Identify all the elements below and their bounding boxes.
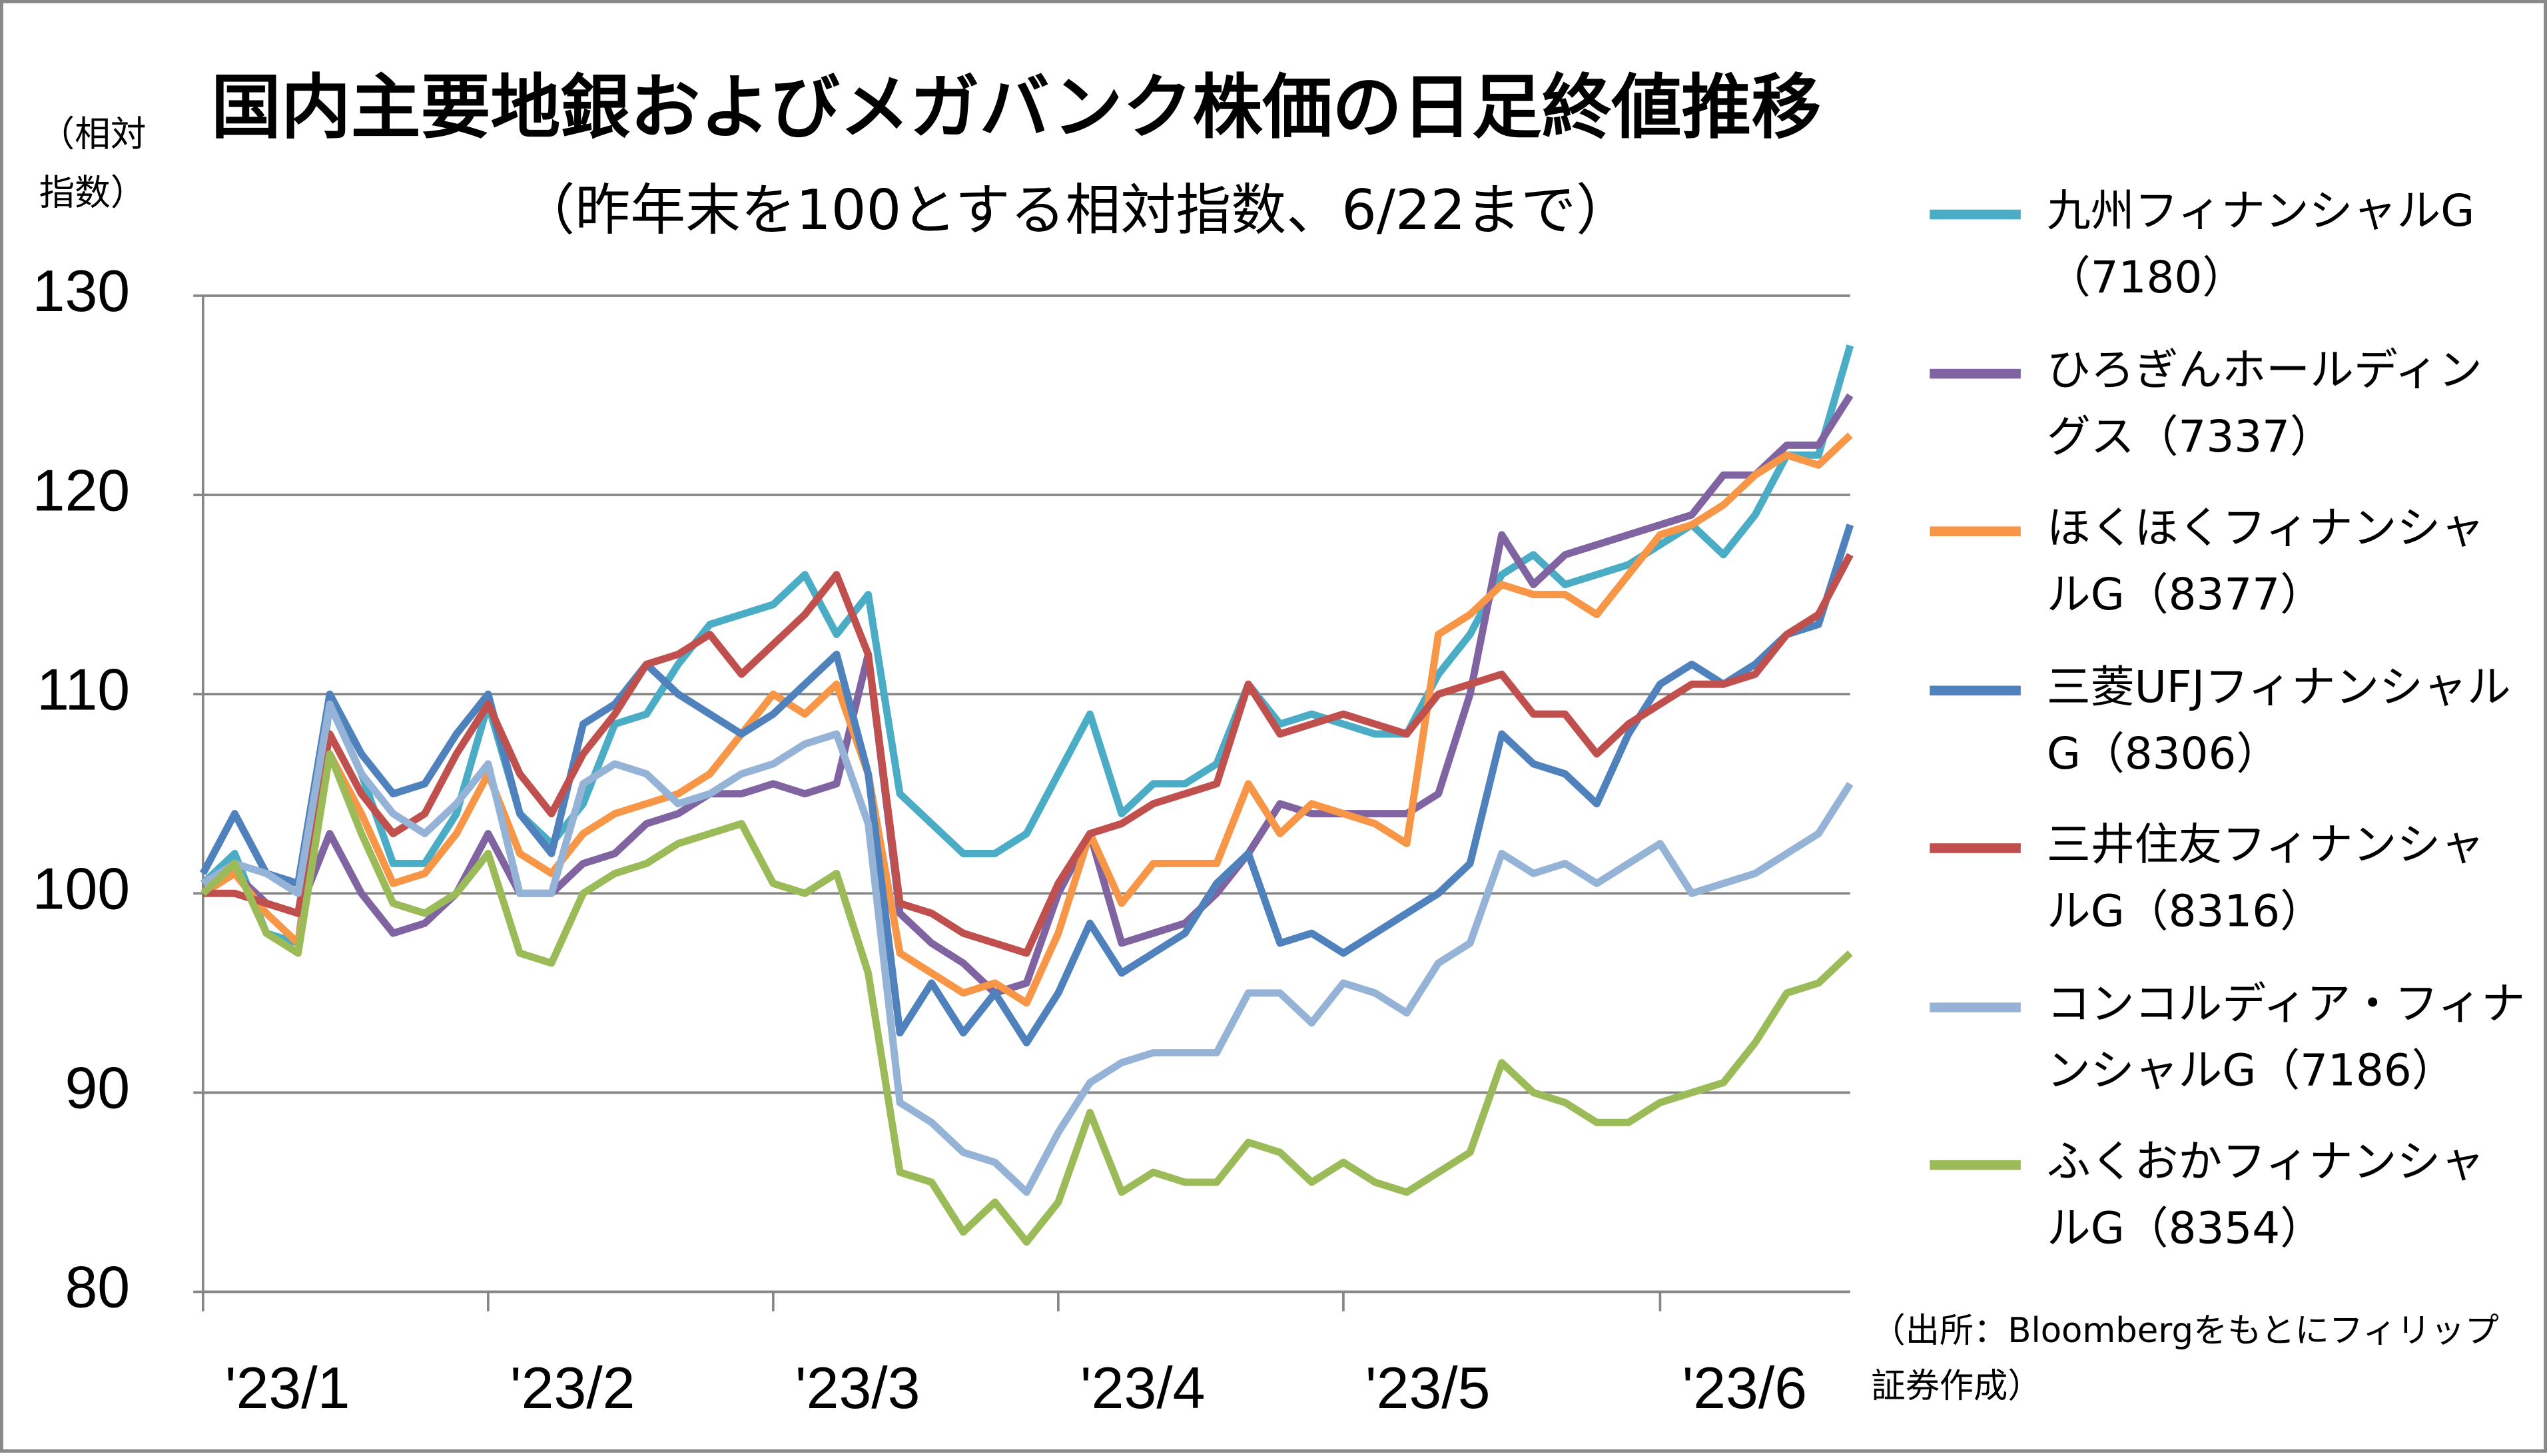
chart-title: 国内主要地銀およびメガバンク株価の日足終値推移 xyxy=(211,68,1822,150)
y-tick-label: 80 xyxy=(65,1255,130,1320)
legend-item: 三菱UFJフィナンシャルG（8306） xyxy=(1930,654,2539,813)
y-tick-label: 90 xyxy=(65,1056,130,1121)
legend-label: ほくほくフィナンシャルG（8377） xyxy=(2046,504,2485,621)
x-tick-label: '23/4 xyxy=(1080,1355,1206,1421)
y-tick-label: 100 xyxy=(33,856,130,921)
series-line xyxy=(200,432,1853,1007)
legend-swatch xyxy=(1930,1002,2021,1012)
legend: 九州フィナンシャルG（7180） ひろぎんホールディングス（7337） ほくほくフィ… xyxy=(1930,179,2539,1287)
y-tick-label: 120 xyxy=(33,458,130,523)
legend-label: 九州フィナンシャルG（7180） xyxy=(2046,186,2475,304)
chart: 80 90 100 110 120 130 '23/1 '23/2 '23/3 '23/4 '23/… xyxy=(33,258,1854,1421)
x-tick-label: '23/2 xyxy=(510,1355,635,1421)
series-line xyxy=(202,553,1854,957)
chart-subtitle: （昨年末を100とする相対指数、6/22まで） xyxy=(520,179,1632,244)
series-line xyxy=(200,700,1854,1196)
legend-label: ふくおかフィナンシャルG（8354） xyxy=(2046,1137,2485,1255)
legend-label: 三菱UFJフィナンシャルG（8306） xyxy=(2046,662,2511,779)
legend-item: コンコルディア・フィナンシャルG（7186） xyxy=(1930,971,2539,1130)
y-tick-label: 130 xyxy=(33,258,130,324)
series-line xyxy=(200,524,1854,1047)
legend-item: ほくほくフィナンシャルG（8377） xyxy=(1930,496,2539,654)
legend-swatch xyxy=(1930,843,2021,853)
legend-swatch xyxy=(1930,209,2021,220)
series-line xyxy=(202,393,1854,997)
series-line xyxy=(200,750,1853,1246)
legend-label: ひろぎんホールディングス（7337） xyxy=(2046,345,2482,463)
x-tick-label: '23/3 xyxy=(795,1355,920,1421)
legend-label: 三井住友フィナンシャルG（8316） xyxy=(2046,820,2485,938)
legend-swatch xyxy=(1930,685,2021,695)
y-axis-label: （相対指数） xyxy=(39,115,147,215)
legend-item: 三井住友フィナンシャルG（8316） xyxy=(1930,813,2539,971)
legend-swatch xyxy=(1930,526,2021,537)
legend-swatch xyxy=(1930,368,2021,378)
y-tick-label: 110 xyxy=(37,657,130,722)
legend-item: ひろぎんホールディングス（7337） xyxy=(1930,337,2539,496)
x-tick-label: '23/5 xyxy=(1365,1355,1491,1421)
legend-item: 九州フィナンシャルG（7180） xyxy=(1930,179,2539,337)
source-note: （出所：Bloombergをもとにフィリップ証券作成） xyxy=(1871,1311,2499,1406)
x-tick-label: '23/6 xyxy=(1682,1355,1807,1421)
legend-label: コンコルディア・フィナンシャルG（7186） xyxy=(2046,978,2526,1096)
x-tick-label: '23/1 xyxy=(225,1355,350,1421)
legend-item: ふくおかフィナンシャルG（8354） xyxy=(1930,1130,2539,1288)
series-line xyxy=(200,344,1854,947)
legend-swatch xyxy=(1930,1160,2021,1170)
